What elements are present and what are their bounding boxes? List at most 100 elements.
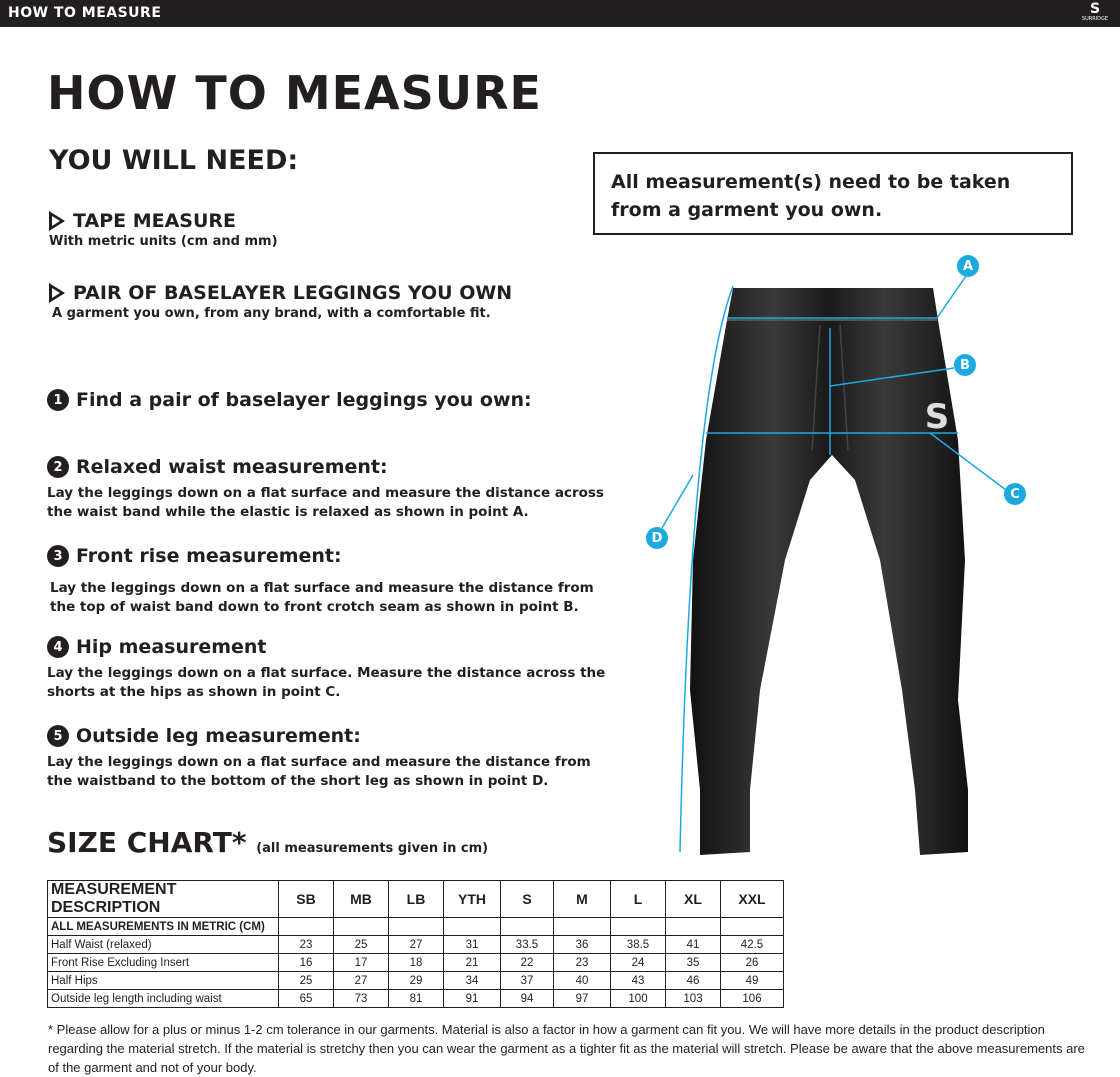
cell-value: 94 [500, 989, 554, 1008]
cell-value: 25 [278, 971, 334, 990]
cell-value: 97 [553, 989, 611, 1008]
label-c: C [1004, 483, 1026, 505]
cell-value: 22 [500, 953, 554, 972]
step-title: Outside leg measurement: [76, 725, 361, 747]
you-will-need-heading: YOU WILL NEED: [49, 145, 299, 176]
page-title: HOW TO MEASURE [47, 66, 542, 120]
step-number: 4 [47, 636, 69, 658]
step-desc: Lay the leggings down on a flat surface … [47, 485, 604, 520]
label-a: A [957, 255, 979, 277]
cell-value: 34 [443, 971, 501, 990]
cell-value: 23 [553, 953, 611, 972]
header-cell: LB [388, 880, 444, 918]
need-item: TAPE MEASURE With metric units (cm and m… [49, 210, 278, 249]
table-row: Half Waist (relaxed) 23 25 27 31 33.5 36 38.5 41… [47, 935, 784, 954]
cell-value: 27 [388, 935, 444, 954]
units-cell: ALL MEASUREMENTS IN METRIC (CM) [47, 917, 279, 936]
cell-value: 37 [500, 971, 554, 990]
cell-value: 106 [720, 989, 784, 1008]
units-row: ALL MEASUREMENTS IN METRIC (CM) [47, 917, 784, 936]
step-number: 5 [47, 725, 69, 747]
row-label: Outside leg length including waist [47, 989, 279, 1008]
cell-value: 16 [278, 953, 334, 972]
need-item: PAIR OF BASELAYER LEGGINGS YOU OWN A gar… [49, 282, 512, 321]
cell-value: 49 [720, 971, 784, 990]
step-number: 3 [47, 545, 69, 567]
play-arrow-icon [49, 211, 65, 231]
outside-leg-line-d [679, 285, 734, 853]
size-chart-subtitle: (all measurements given in cm) [256, 841, 489, 856]
row-label: Half Waist (relaxed) [47, 935, 279, 954]
step-5: 5 Outside leg measurement: Lay the leggin… [47, 725, 617, 791]
cell-value: 65 [278, 989, 334, 1008]
garment-note: All measurement(s) need to be taken from… [593, 152, 1073, 235]
cell-value: 103 [665, 989, 721, 1008]
cell-value: 25 [333, 935, 389, 954]
cell-value: 35 [665, 953, 721, 972]
header-cell: SB [278, 880, 334, 918]
step-number: 2 [47, 456, 69, 478]
cell-value: 40 [553, 971, 611, 990]
size-chart-heading: SIZE CHART* [47, 826, 247, 859]
step-desc: Lay the leggings down on a flat surface … [47, 754, 591, 789]
label-b: B [954, 354, 976, 376]
step-4: 4 Hip measurement Lay the leggings down o… [47, 636, 617, 702]
step-2: 2 Relaxed waist measurement: Lay the legg… [47, 456, 617, 522]
need-item-sub: With metric units (cm and mm) [49, 234, 278, 249]
table-row: Outside leg length including waist 65 73 81… [47, 989, 784, 1008]
step-title: Find a pair of baselayer leggings you ow… [76, 389, 532, 411]
need-item-sub: A garment you own, from any brand, with … [52, 306, 491, 321]
size-chart-title: SIZE CHART* (all measurements given in c… [47, 826, 488, 859]
cell-value: 41 [665, 935, 721, 954]
need-item-title: PAIR OF BASELAYER LEGGINGS YOU OWN [73, 282, 513, 304]
cell-value: 73 [333, 989, 389, 1008]
table-row: Half Hips 25 27 29 34 37 40 43 46 49 [47, 971, 784, 990]
cell-value: 43 [610, 971, 666, 990]
header-cell: MEASUREMENT DESCRIPTION [47, 880, 279, 918]
header-cell: S [500, 880, 554, 918]
cell-value: 42.5 [720, 935, 784, 954]
step-1: 1 Find a pair of baselayer leggings you o… [47, 389, 532, 411]
header-cell: MB [333, 880, 389, 918]
cell-value: 38.5 [610, 935, 666, 954]
top-bar: HOW TO MEASURE S SURRIDGE [0, 0, 1120, 27]
cell-value: 18 [388, 953, 444, 972]
cell-value: 23 [278, 935, 334, 954]
row-label: Front Rise Excluding Insert [47, 953, 279, 972]
header-cell: M [553, 880, 611, 918]
cell-value: 21 [443, 953, 501, 972]
step-title: Relaxed waist measurement: [76, 456, 388, 478]
size-chart-table: MEASUREMENT DESCRIPTION SB MB LB YTH S M… [47, 880, 784, 1008]
table-header-row: MEASUREMENT DESCRIPTION SB MB LB YTH S M… [47, 880, 784, 918]
cell-value: 17 [333, 953, 389, 972]
cell-value: 36 [553, 935, 611, 954]
need-item-title: TAPE MEASURE [73, 210, 237, 232]
cell-value: 26 [720, 953, 784, 972]
cell-value: 29 [388, 971, 444, 990]
step-desc: Lay the leggings down on a flat surface … [50, 580, 594, 615]
label-d: D [646, 527, 668, 549]
cell-value: 100 [610, 989, 666, 1008]
cell-value: 24 [610, 953, 666, 972]
step-3: 3 Front rise measurement: Lay the legging… [47, 545, 620, 617]
cell-value: 31 [443, 935, 501, 954]
surridge-s-logo: S [925, 397, 950, 437]
row-label: Half Hips [47, 971, 279, 990]
cell-value: 91 [443, 989, 501, 1008]
header-cell: L [610, 880, 666, 918]
cell-value: 27 [333, 971, 389, 990]
surridge-logo: S SURRIDGE [1081, 1, 1109, 22]
cell-value: 81 [388, 989, 444, 1008]
table-row: Front Rise Excluding Insert 16 17 18 21 22 23 2… [47, 953, 784, 972]
cell-value: 46 [665, 971, 721, 990]
play-arrow-icon [49, 283, 65, 303]
header-cell: YTH [443, 880, 501, 918]
step-number: 1 [47, 389, 69, 411]
cell-value: 33.5 [500, 935, 554, 954]
header-cell: XL [665, 880, 721, 918]
footnote: * Please allow for a plus or minus 1-2 c… [48, 1022, 1085, 1075]
leggings-image [690, 288, 968, 855]
top-bar-title: HOW TO MEASURE [8, 5, 162, 21]
step-desc: Lay the leggings down on a flat surface.… [47, 665, 606, 700]
